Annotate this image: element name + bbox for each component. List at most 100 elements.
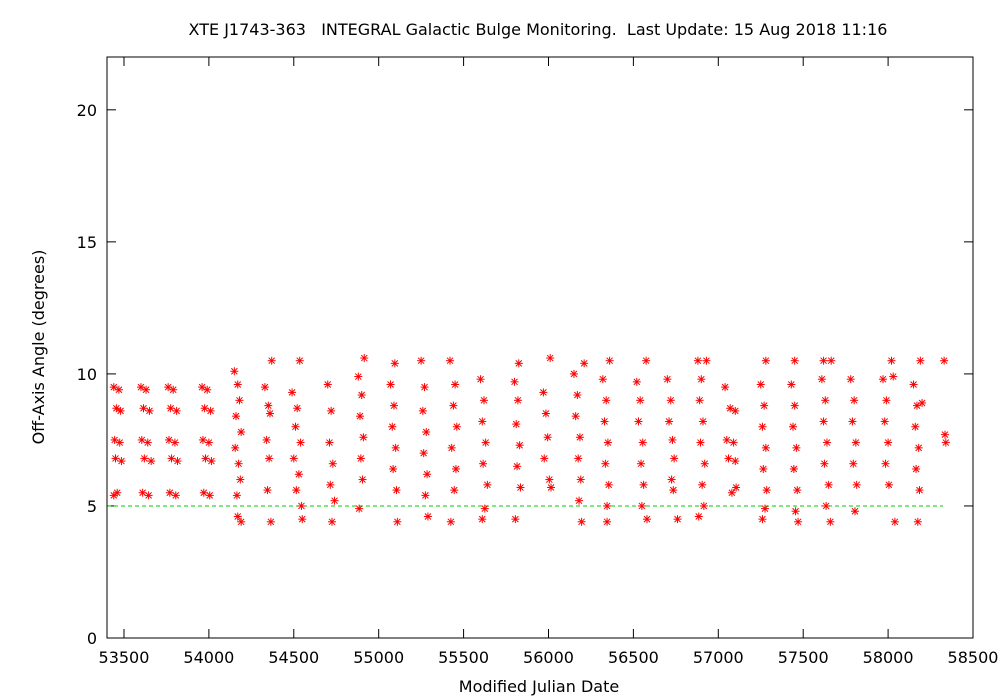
data-point <box>234 459 243 468</box>
data-point <box>539 388 548 397</box>
data-point <box>642 515 651 524</box>
data-point <box>117 457 126 466</box>
data-point <box>632 377 641 386</box>
data-point <box>879 375 888 384</box>
scatter-points <box>109 354 950 526</box>
data-point <box>605 356 614 365</box>
data-point <box>669 486 678 495</box>
data-point <box>510 377 519 386</box>
data-point <box>667 475 676 484</box>
data-point <box>817 375 826 384</box>
data-point <box>789 422 798 431</box>
y-tick-label: 20 <box>77 101 97 120</box>
data-point <box>762 486 771 495</box>
data-point <box>143 438 152 447</box>
data-point <box>173 457 182 466</box>
data-point <box>112 404 121 413</box>
data-point <box>328 459 337 468</box>
y-tick-label: 10 <box>77 365 97 384</box>
data-point <box>846 375 855 384</box>
data-point <box>697 375 706 384</box>
data-point <box>603 438 612 447</box>
data-point <box>423 512 432 521</box>
data-point <box>263 486 272 495</box>
data-point <box>452 422 461 431</box>
data-point <box>758 515 767 524</box>
data-point <box>419 449 428 458</box>
x-tick-label: 58000 <box>863 648 914 667</box>
data-point <box>480 504 489 513</box>
data-point <box>393 517 402 526</box>
x-axis-label: Modified Julian Date <box>459 677 619 696</box>
data-point <box>941 438 950 447</box>
data-point <box>698 480 707 489</box>
data-point <box>603 501 612 510</box>
data-point <box>115 438 124 447</box>
data-point <box>451 380 460 389</box>
data-point <box>602 396 611 405</box>
data-point <box>759 464 768 473</box>
data-point <box>826 517 835 526</box>
data-point <box>357 391 366 400</box>
data-point <box>884 480 893 489</box>
data-point <box>577 517 586 526</box>
y-tick-label: 0 <box>87 629 97 648</box>
data-point <box>634 417 643 426</box>
data-point <box>232 412 241 421</box>
data-point <box>389 401 398 410</box>
data-point <box>172 406 181 415</box>
data-point <box>758 422 767 431</box>
data-point <box>884 438 893 447</box>
data-point <box>666 396 675 405</box>
data-point <box>576 475 585 484</box>
data-point <box>417 356 426 365</box>
data-point <box>580 359 589 368</box>
data-point <box>476 375 485 384</box>
data-point <box>206 406 215 415</box>
data-point <box>389 464 398 473</box>
data-point <box>481 438 490 447</box>
data-point <box>511 515 520 524</box>
data-point <box>446 356 455 365</box>
data-point <box>729 438 738 447</box>
data-point <box>822 501 831 510</box>
data-point <box>790 356 799 365</box>
plot-frame <box>106 56 974 639</box>
data-point <box>512 420 521 429</box>
data-point <box>724 454 733 463</box>
data-point <box>264 401 273 410</box>
data-point <box>600 417 609 426</box>
data-point <box>914 443 923 452</box>
x-tick-label: 54000 <box>183 648 234 667</box>
data-point <box>911 422 920 431</box>
data-point <box>821 396 830 405</box>
data-point <box>722 435 731 444</box>
data-point <box>721 383 730 392</box>
data-point <box>916 356 925 365</box>
data-point <box>827 356 836 365</box>
data-point <box>604 480 613 489</box>
data-point <box>540 454 549 463</box>
data-point <box>201 454 210 463</box>
data-point <box>601 459 610 468</box>
data-point <box>761 443 770 452</box>
data-point <box>665 417 674 426</box>
data-point <box>940 356 949 365</box>
data-point <box>693 356 702 365</box>
data-point <box>204 438 213 447</box>
data-point <box>663 375 672 384</box>
data-point <box>794 517 803 526</box>
data-point <box>358 475 367 484</box>
data-point <box>200 404 209 413</box>
data-point <box>450 486 459 495</box>
data-point <box>819 417 828 426</box>
data-point <box>890 517 899 526</box>
data-point <box>543 433 552 442</box>
data-point <box>144 491 153 500</box>
data-point <box>390 359 399 368</box>
data-point <box>700 459 709 468</box>
data-point <box>569 369 578 378</box>
x-tick-label: 55500 <box>438 648 489 667</box>
data-point <box>636 396 645 405</box>
